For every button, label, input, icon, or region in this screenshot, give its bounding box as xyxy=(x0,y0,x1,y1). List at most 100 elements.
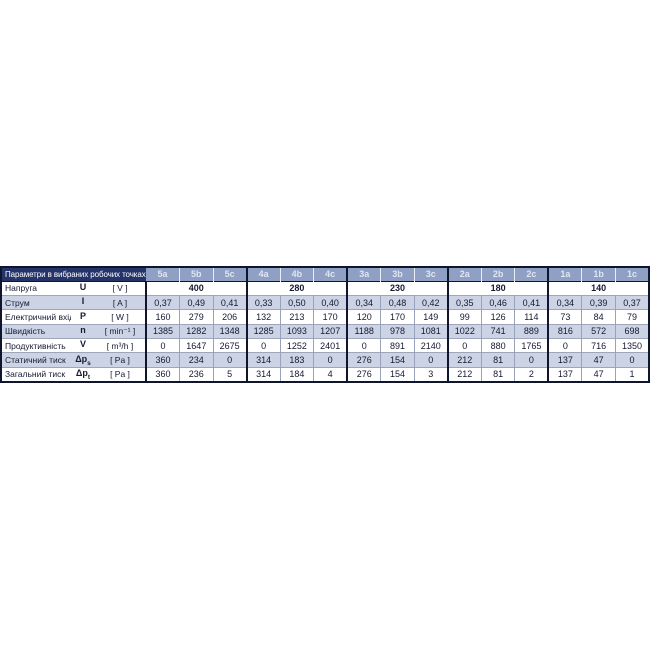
table-row: Електричний вхід P[ W ] 160 279 206 132 213 170… xyxy=(1,309,650,325)
col-header-5a: 5a xyxy=(146,267,180,282)
value-cell: 236 xyxy=(179,367,214,382)
value-cell: 1022 xyxy=(447,324,482,339)
col-header-5b: 5b xyxy=(179,267,214,282)
value-cell: 0,39 xyxy=(581,295,616,310)
value-cell: 0,46 xyxy=(480,295,515,310)
symbol-subscript: t xyxy=(87,373,91,381)
value-cell: 149 xyxy=(413,309,449,325)
row-label: Швидкість xyxy=(1,324,71,339)
value-cell: 137 xyxy=(557,369,573,380)
value-cell: 0 xyxy=(212,352,248,368)
value-cell: 47 xyxy=(581,352,616,368)
value-cell: 170 xyxy=(380,309,415,325)
table-row: Швидкість n[ min⁻¹ ] 1385 1282 1348 1285 1093 1… xyxy=(1,324,650,339)
value-cell: 0 xyxy=(413,352,449,368)
row-unit: [ W ] xyxy=(95,309,148,325)
row-label: Статичний тиск xyxy=(1,352,71,368)
value-cell: 0 xyxy=(462,340,468,351)
row-unit: [ m³/h ] xyxy=(95,338,148,353)
value-cell: 1647 xyxy=(179,338,214,353)
value-cell: 81 xyxy=(480,352,515,368)
value-cell: 0 xyxy=(313,352,349,368)
value-cell: 0,48 xyxy=(380,295,415,310)
value-cell: 0 xyxy=(160,340,166,351)
value-cell: 47 xyxy=(581,367,616,382)
value-cell: 279 xyxy=(179,309,214,325)
row-label: Загальний тиск xyxy=(5,369,66,380)
symbol-text: I xyxy=(81,296,85,307)
row-symbol: I xyxy=(71,295,95,310)
row-symbol: P xyxy=(71,310,95,324)
value-cell: 3 xyxy=(413,367,449,382)
value-cell: 212 xyxy=(457,369,473,380)
parameters-table: Параметри в вибраних робочих точках 5a 5b 5… xyxy=(0,266,650,383)
datasheet-fragment: Параметри в вибраних робочих точках 5a 5b 5… xyxy=(0,266,650,383)
value-cell: 1093 xyxy=(279,324,314,339)
value-cell: 114 xyxy=(514,309,550,325)
voltage-value: 280 xyxy=(246,281,349,296)
row-label: Струм xyxy=(1,295,71,310)
value-cell: 2675 xyxy=(212,338,248,353)
table-row: Продуктивність V [ m³/h ] 0 1647 2675 0 1252 240… xyxy=(1,338,650,353)
symbol-text: Δp xyxy=(75,368,88,378)
value-cell: 1252 xyxy=(279,338,314,353)
symbol-text: n xyxy=(80,325,86,336)
value-cell: 5 xyxy=(212,367,248,382)
value-cell: 1282 xyxy=(179,324,214,339)
value-cell: 276 xyxy=(356,369,372,380)
voltage-value: 180 xyxy=(447,281,550,296)
row-symbol: U xyxy=(71,281,95,295)
value-cell: 0 xyxy=(514,352,550,368)
row-symbol: V xyxy=(71,339,95,353)
value-cell: 816 xyxy=(548,324,582,339)
value-cell: 4 xyxy=(313,367,349,382)
table-row: Загальний тиск Δpt[ Pa ] 360 236 5 314 184 4 276… xyxy=(1,367,650,382)
value-cell: 0,34 xyxy=(347,295,381,310)
value-cell: 183 xyxy=(279,352,314,368)
col-header-5c: 5c xyxy=(212,267,248,282)
value-cell: 716 xyxy=(581,338,616,353)
value-cell: 120 xyxy=(356,312,372,323)
row-symbol: Δps xyxy=(71,352,95,368)
symbol-subscript: s xyxy=(87,359,91,367)
value-cell: 170 xyxy=(313,309,349,325)
value-cell: 234 xyxy=(179,352,214,368)
symbol-text: V xyxy=(79,339,86,350)
value-cell: 1207 xyxy=(313,324,349,339)
value-cell: 2 xyxy=(514,367,550,382)
value-cell: 0,37 xyxy=(146,295,180,310)
value-cell: 81 xyxy=(480,367,515,382)
value-cell: 206 xyxy=(212,309,248,325)
col-header-2a: 2a xyxy=(447,267,482,282)
value-cell: 0,42 xyxy=(413,295,449,310)
value-cell: 1188 xyxy=(347,324,381,339)
col-header-2c: 2c xyxy=(514,267,550,282)
value-cell: 1348 xyxy=(212,324,248,339)
value-cell: 84 xyxy=(581,309,616,325)
value-cell: 213 xyxy=(279,309,314,325)
value-cell: 360 xyxy=(155,369,171,380)
value-cell: 698 xyxy=(614,324,650,339)
row-unit: [ Pa ] xyxy=(95,367,148,382)
value-cell: 0,33 xyxy=(246,295,281,310)
voltage-value: 140 xyxy=(548,281,650,296)
value-cell: 0,50 xyxy=(279,295,314,310)
value-cell: 1385 xyxy=(146,324,180,339)
col-header-1b: 1b xyxy=(581,267,616,282)
col-header-3c: 3c xyxy=(413,267,449,282)
value-cell: 1081 xyxy=(413,324,449,339)
value-cell: 2140 xyxy=(413,338,449,353)
value-cell: 572 xyxy=(581,324,616,339)
value-cell: 160 xyxy=(155,312,171,323)
value-cell: 0,40 xyxy=(313,295,349,310)
row-label: Продуктивність xyxy=(5,340,66,351)
col-header-4a: 4a xyxy=(246,267,281,282)
value-cell: 73 xyxy=(560,312,571,323)
value-cell: 154 xyxy=(380,352,415,368)
value-cell: 126 xyxy=(480,309,515,325)
row-unit: [ min⁻¹ ] xyxy=(95,324,148,339)
value-cell: 0,49 xyxy=(179,295,214,310)
value-cell: 212 xyxy=(447,352,482,368)
value-cell: 137 xyxy=(548,352,582,368)
col-header-1a: 1a xyxy=(548,267,582,282)
